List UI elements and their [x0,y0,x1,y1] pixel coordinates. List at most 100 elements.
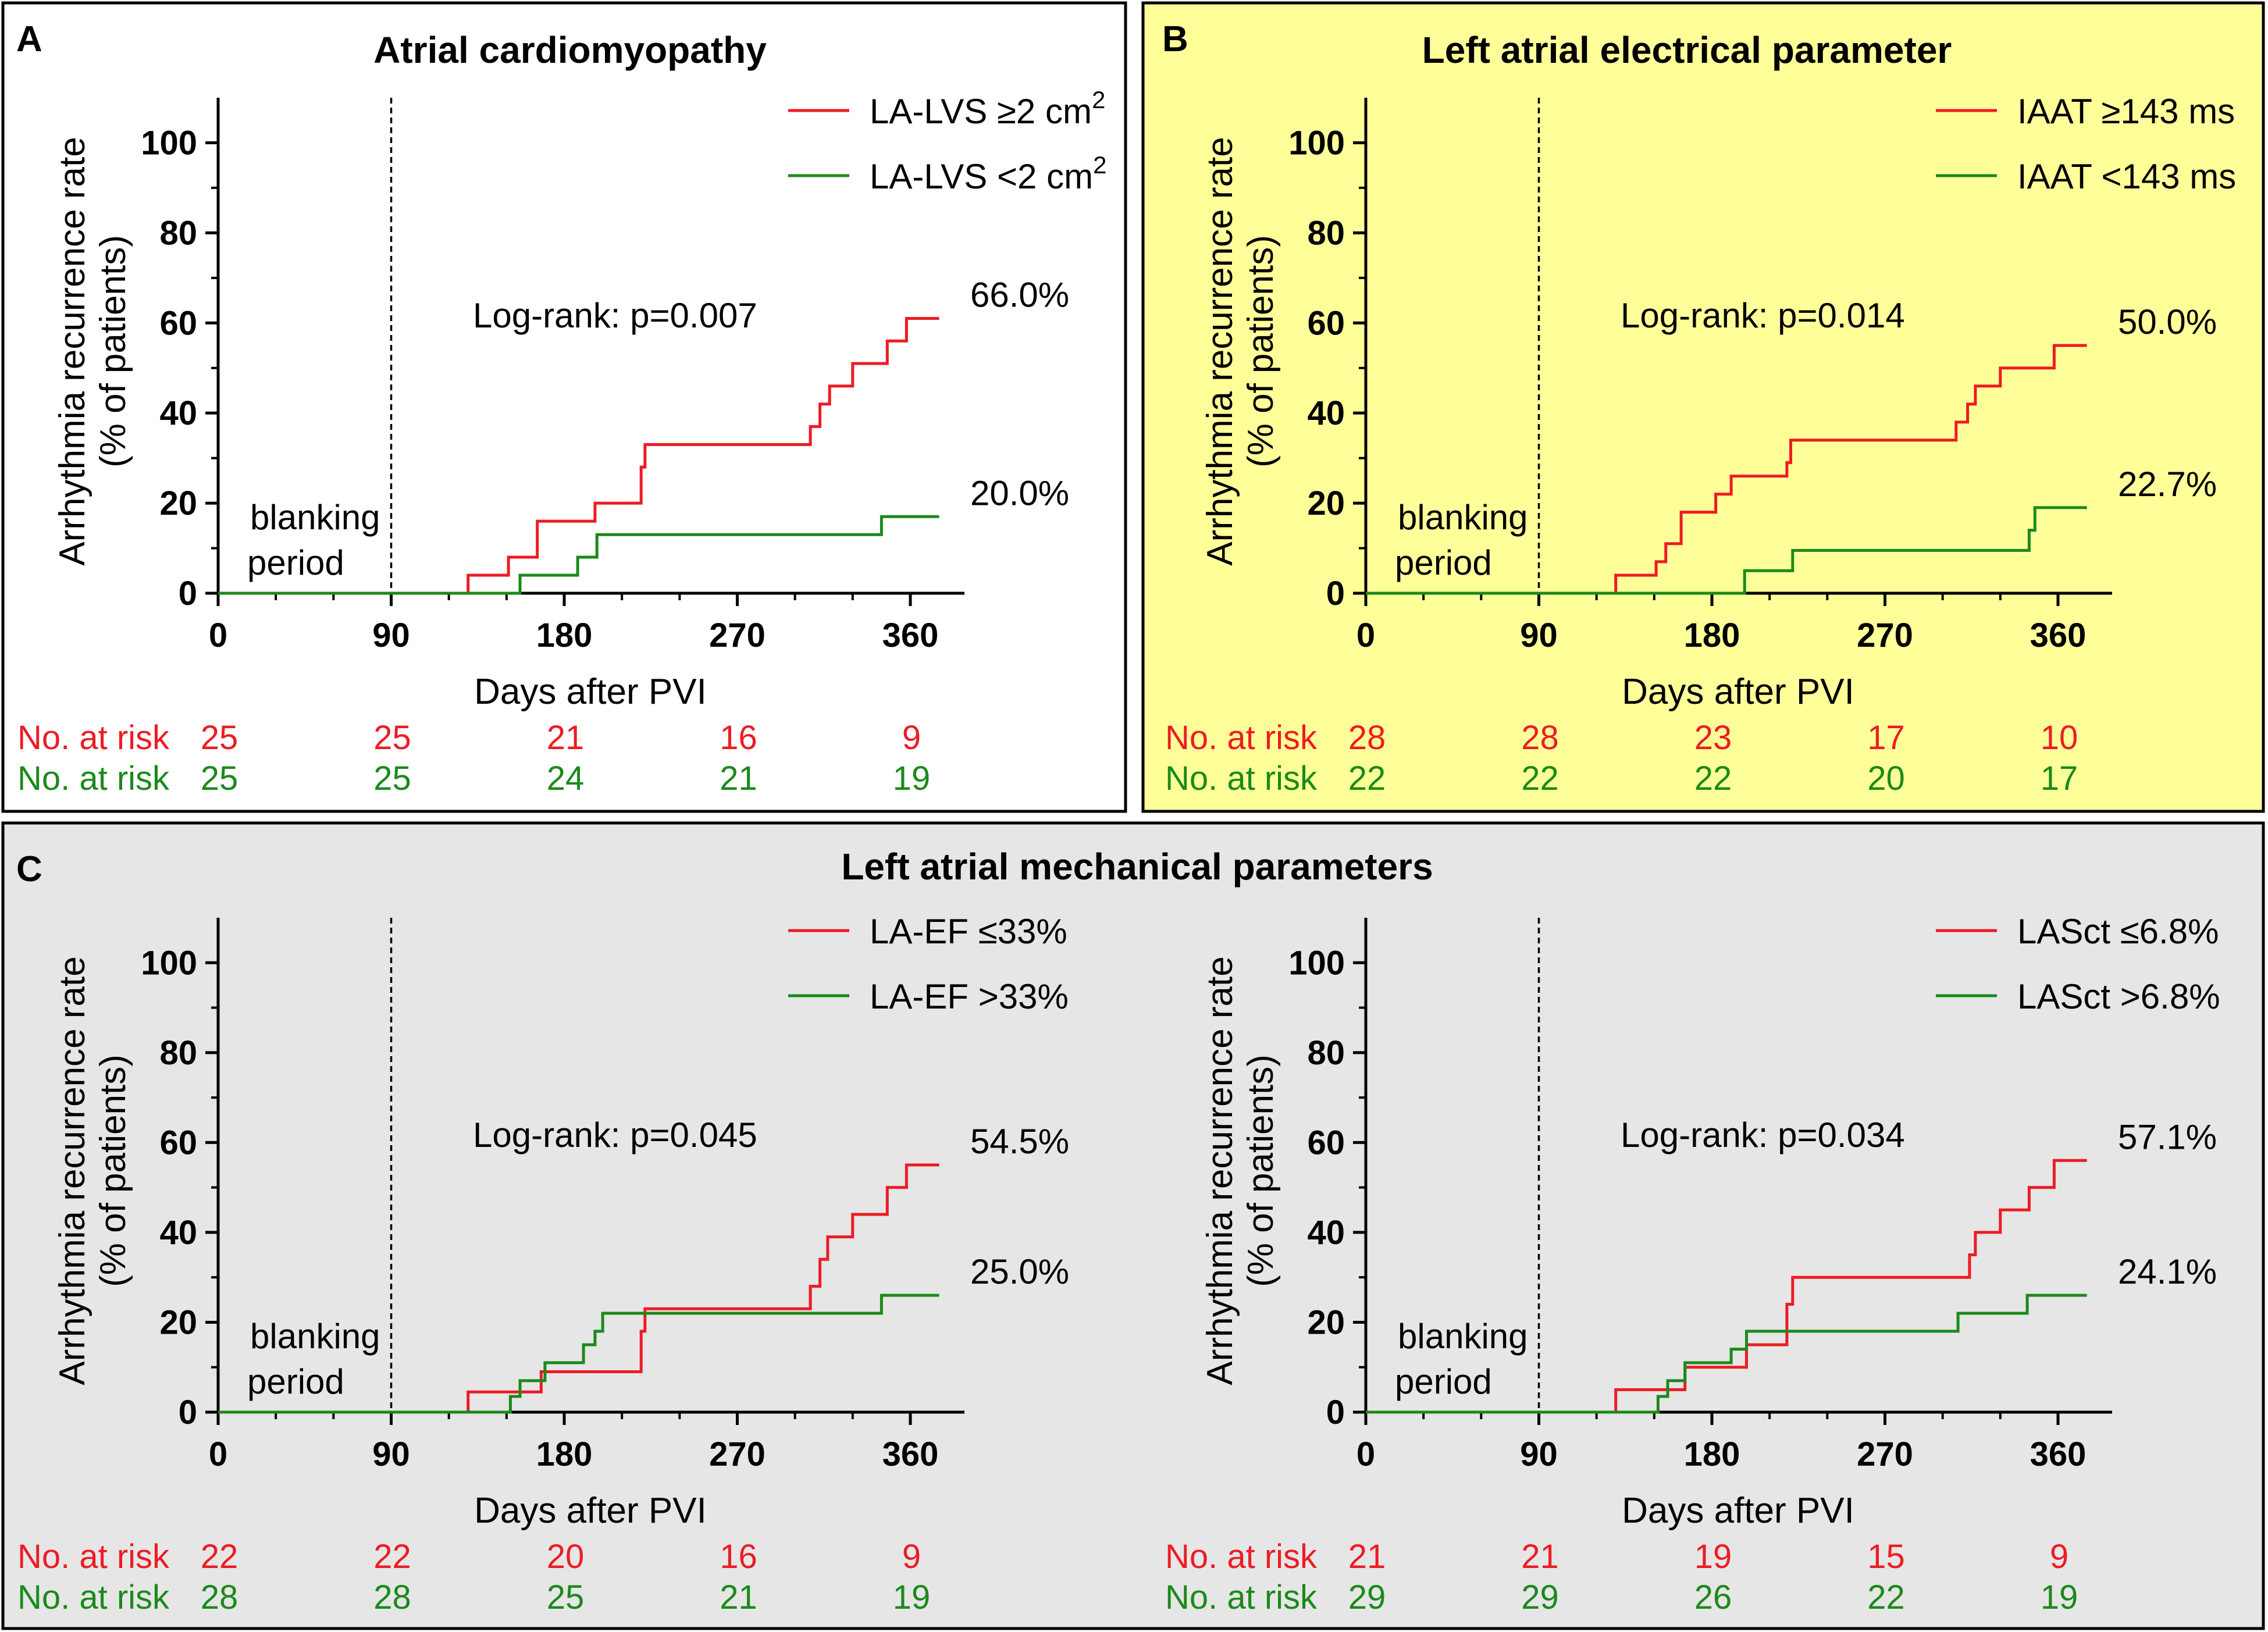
legend-text: LA-EF ≤33% [870,912,1067,951]
y-tick-label: 60 [1307,1124,1345,1161]
logrank-label: Log-rank: p=0.034 [1621,1116,1905,1154]
x-tick-label: 0 [209,1435,227,1473]
y-tick-label: 0 [179,575,197,612]
x-tick-label: 0 [1356,1435,1375,1473]
at-risk-value: 9 [902,1538,921,1576]
panel-b-title: Left atrial electrical parameter [1422,29,1952,71]
at-risk-value: 28 [1348,719,1386,757]
km-curve-red [218,317,939,595]
x-tick-label: 90 [1520,1435,1558,1473]
logrank-label: Log-rank: p=0.045 [473,1116,757,1154]
at-risk-label-red: No. at risk [1165,719,1318,757]
legend-text: LA-LVS ≥2 cm [870,92,1092,131]
x-tick-label: 360 [2030,1435,2087,1473]
at-risk-value: 22 [201,1538,238,1576]
legend-label-red: LA-EF ≤33% [870,912,1067,951]
legend-text: LA-LVS <2 cm [870,157,1093,196]
at-risk-value: 24 [547,760,585,797]
y-axis-label-line1: Arrhythmia recurrence rate [52,956,92,1385]
legend-label-green: LASct >6.8% [2017,977,2220,1016]
y-tick-label: 40 [159,1214,197,1252]
at-risk-label-green: No. at risk [17,1578,170,1616]
y-tick-label: 100 [141,944,197,982]
y-tick-label: 60 [159,1124,197,1161]
x-tick-label: 90 [372,617,410,654]
end-label-red: 66.0% [970,276,1069,315]
at-risk-value: 19 [1694,1538,1732,1576]
y-axis-label-line2: (% of patients) [1241,235,1281,468]
panel-a-title: Atrial cardiomyopathy [373,29,767,71]
end-label-green: 22.7% [2118,465,2217,504]
at-risk-value: 9 [2050,1538,2068,1576]
at-risk-value: 28 [1521,719,1559,757]
at-risk-value: 25 [201,719,238,757]
x-tick-label: 360 [2030,617,2087,654]
panel-a-frame [1,1,1127,813]
x-tick-label: 90 [372,1435,410,1473]
x-tick-label: 90 [1520,617,1558,654]
y-tick-label: 80 [159,214,197,252]
x-tick-label: 180 [1684,1435,1740,1473]
y-tick-label: 60 [1307,304,1345,342]
y-tick-label: 0 [1326,1394,1345,1431]
x-tick-label: 270 [1857,617,1913,654]
x-axis-label: Days after PVI [1622,672,1854,712]
legend-label-green: IAAT <143 ms [2017,157,2236,196]
x-tick-label: 360 [882,617,939,654]
x-tick-label: 180 [1684,617,1740,654]
at-risk-value: 22 [1867,1578,1905,1616]
legend-label-red: IAAT ≥143 ms [2017,92,2235,131]
y-tick-label: 80 [1307,214,1345,252]
end-label-green: 24.1% [2118,1252,2217,1291]
at-risk-value: 21 [1521,1538,1559,1576]
y-axis-label-line2: (% of patients) [93,235,133,468]
x-tick-label: 270 [1857,1435,1913,1473]
km-curve-red [1366,344,2087,595]
at-risk-value: 22 [1348,760,1386,797]
chart-a: 0 20 40 60 80 100 0 90 180 270 360 Arrhythmia recur… [17,86,1106,797]
at-risk-value: 28 [201,1578,238,1616]
panel-c-letter: C [16,849,42,889]
y-tick-label: 40 [1307,1214,1345,1252]
y-tick-label: 100 [1288,944,1345,982]
x-axis-label: Days after PVI [474,672,707,712]
legend-text: LA-EF >33% [870,977,1069,1016]
x-axis-label: Days after PVI [474,1491,707,1531]
chart-c2: 0 20 40 60 80 100 0 90 180 270 360 Arrhythmia recur… [1165,912,2220,1616]
at-risk-value: 25 [373,760,411,797]
at-risk-label-green: No. at risk [1165,760,1318,797]
legend-text: IAAT <143 ms [2017,157,2236,196]
blanking-label-line1: blanking [250,1317,380,1356]
y-axis-label-line1: Arrhythmia recurrence rate [52,137,92,565]
y-tick-label: 20 [1307,1303,1345,1341]
blanking-label-line2: period [247,1362,344,1401]
at-risk-value: 25 [201,760,238,797]
panel-b-letter: B [1162,19,1188,59]
at-risk-value: 17 [2041,760,2078,797]
at-risk-value: 25 [373,719,411,757]
blanking-label-line1: blanking [1398,1317,1528,1356]
at-risk-value: 19 [893,760,931,797]
x-tick-label: 180 [536,1435,593,1473]
km-curve-green [1366,506,2087,595]
at-risk-value: 23 [1694,719,1732,757]
legend-superscript: 2 [1092,86,1105,113]
y-axis-label-line1: Arrhythmia recurrence rate [1200,137,1240,565]
y-tick-label: 100 [141,124,197,162]
y-axis-label-line1: Arrhythmia recurrence rate [1200,956,1240,1385]
at-risk-value: 10 [2041,719,2078,757]
y-tick-label: 40 [159,394,197,432]
y-axis-label-line2: (% of patients) [93,1054,133,1287]
at-risk-value: 15 [1867,1538,1905,1576]
at-risk-label-green: No. at risk [1165,1578,1318,1616]
x-tick-label: 270 [709,617,766,654]
at-risk-value: 21 [720,760,757,797]
blanking-label-line1: blanking [1398,498,1528,537]
y-tick-label: 20 [1307,484,1345,522]
at-risk-value: 21 [547,719,585,757]
y-axis-label-line2: (% of patients) [1241,1054,1281,1287]
panel-a-letter: A [16,19,42,59]
legend-text: LASct ≤6.8% [2017,912,2219,951]
at-risk-value: 29 [1521,1578,1559,1616]
at-risk-label-red: No. at risk [1165,1538,1318,1576]
